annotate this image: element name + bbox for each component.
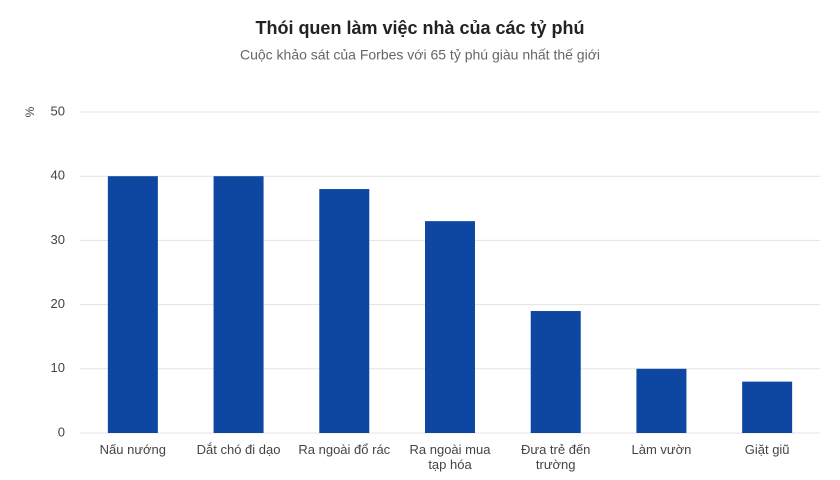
- bar: [425, 221, 475, 433]
- x-tick-label: Ra ngoài đổ rác: [298, 442, 391, 457]
- x-tick-label: Ra ngoài mua tạp hóa: [409, 442, 491, 472]
- bar: [530, 311, 581, 433]
- x-tick-label: Đưa trẻ đến trường: [521, 442, 591, 472]
- bar: [319, 189, 370, 433]
- bar: [636, 368, 687, 433]
- x-tick-label: Giặt giũ: [744, 442, 790, 457]
- y-tick-label: 0: [58, 424, 65, 439]
- chart-subtitle: Cuộc khảo sát của Forbes với 65 tỷ phú g…: [240, 47, 600, 63]
- bar: [107, 176, 158, 433]
- y-tick-label: 30: [51, 232, 65, 247]
- y-tick-label: 40: [51, 168, 65, 183]
- y-tick-label: 10: [51, 360, 65, 375]
- chart-title: Thói quen làm việc nhà của các tỷ phú: [255, 18, 584, 38]
- x-tick-label: Nấu nướng: [99, 442, 167, 457]
- y-axis-label: %: [23, 106, 37, 117]
- x-tick-label: Làm vườn: [631, 442, 692, 457]
- x-tick-label: Dắt chó đi dạo: [196, 442, 281, 457]
- y-tick-label: 20: [51, 296, 65, 311]
- y-tick-label: 50: [51, 103, 65, 118]
- bar: [742, 381, 793, 433]
- bar: [213, 176, 264, 433]
